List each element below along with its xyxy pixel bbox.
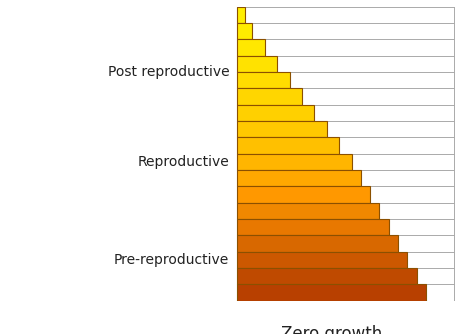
FancyBboxPatch shape xyxy=(237,170,361,186)
FancyBboxPatch shape xyxy=(237,268,417,284)
FancyBboxPatch shape xyxy=(237,56,277,72)
FancyBboxPatch shape xyxy=(237,284,426,301)
FancyBboxPatch shape xyxy=(237,88,302,105)
FancyBboxPatch shape xyxy=(237,203,380,219)
FancyBboxPatch shape xyxy=(237,252,407,268)
FancyBboxPatch shape xyxy=(237,105,314,121)
FancyBboxPatch shape xyxy=(237,39,265,56)
FancyBboxPatch shape xyxy=(237,154,352,170)
Text: Reproductive: Reproductive xyxy=(137,155,229,169)
FancyBboxPatch shape xyxy=(237,121,327,137)
FancyBboxPatch shape xyxy=(237,72,290,88)
FancyBboxPatch shape xyxy=(237,186,370,203)
Text: Zero growth: Zero growth xyxy=(281,325,382,334)
FancyBboxPatch shape xyxy=(237,235,398,252)
FancyBboxPatch shape xyxy=(237,219,389,235)
FancyBboxPatch shape xyxy=(237,137,339,154)
Text: Post reproductive: Post reproductive xyxy=(108,65,229,79)
FancyBboxPatch shape xyxy=(237,23,253,39)
FancyBboxPatch shape xyxy=(237,7,245,23)
Text: Pre-reproductive: Pre-reproductive xyxy=(114,253,229,267)
